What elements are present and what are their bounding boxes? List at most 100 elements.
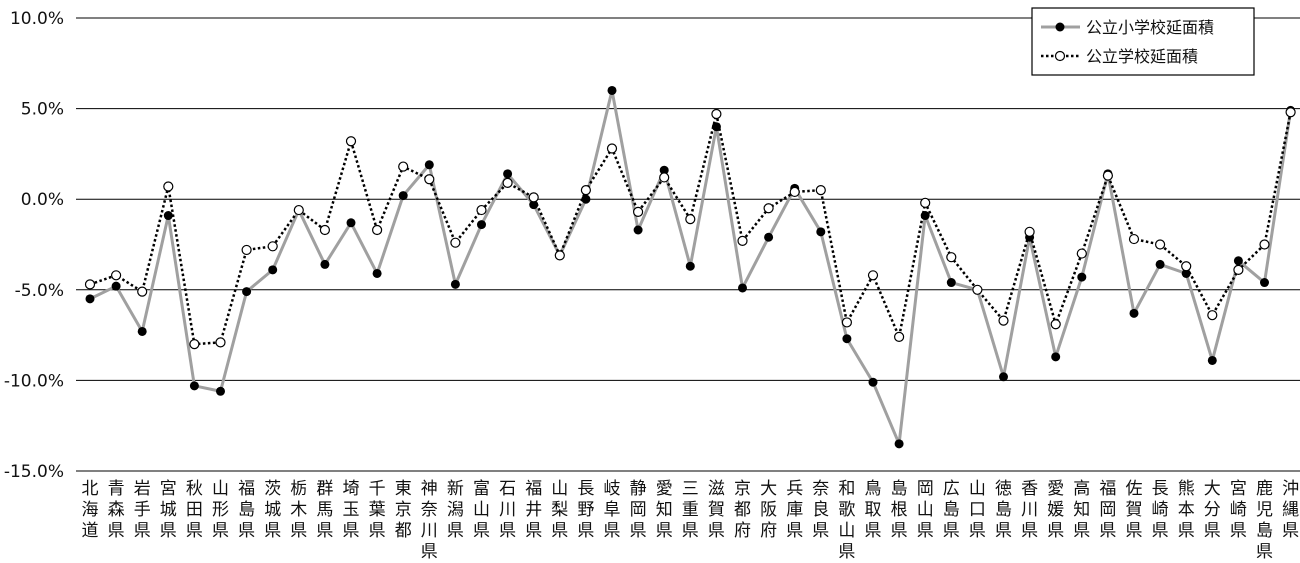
series-2-point xyxy=(867,270,879,281)
x-tick-label: 徳島県 xyxy=(995,479,1012,541)
legend-box xyxy=(1031,7,1255,76)
series-1-point xyxy=(1207,355,1217,365)
series-2-point xyxy=(1233,264,1244,275)
series-1-point xyxy=(503,169,513,179)
x-tick-label: 長崎県 xyxy=(1152,479,1169,541)
series-1-point xyxy=(1181,268,1191,278)
x-tick-label: 秋田県 xyxy=(186,479,203,541)
x-tick-label: 山梨県 xyxy=(551,479,568,541)
series-1-point xyxy=(946,278,956,288)
series-2-point xyxy=(84,279,96,290)
x-tick-label: 兵庫県 xyxy=(786,479,803,541)
legend-swatch-series-2-marker xyxy=(1054,50,1066,62)
x-tick-label: 北海道 xyxy=(82,479,99,541)
series-2-point xyxy=(920,197,931,208)
legend-swatch-series-1-marker xyxy=(1055,22,1065,32)
x-tick-label: 滋賀県 xyxy=(708,479,725,541)
series-2-point xyxy=(711,108,722,120)
series-1-point xyxy=(1233,256,1243,266)
x-tick-label: 長野県 xyxy=(577,479,594,541)
x-axis-labels: 北海道青森県岩手県宮城県秋田県山形県福島県茨城県栃木県群馬県埼玉県千葉県東京都神… xyxy=(82,479,1300,562)
x-tick-label: 沖縄県 xyxy=(1282,479,1299,541)
x-tick-label: 茨城県 xyxy=(264,479,281,541)
series-1-point xyxy=(111,281,121,291)
series-2-point xyxy=(189,339,200,350)
series-layer xyxy=(84,85,1296,449)
series-2-point xyxy=(841,317,853,328)
series-line-2 xyxy=(89,111,1292,346)
series-2-point xyxy=(372,224,383,236)
series-2-point xyxy=(502,177,513,188)
y-tick-label: -10.0% xyxy=(4,371,64,391)
x-tick-label: 宮崎県 xyxy=(1230,479,1247,541)
x-tick-label: 熊本県 xyxy=(1178,479,1195,541)
series-2-point xyxy=(319,224,330,236)
series-1-point xyxy=(711,122,721,132)
series-2-point xyxy=(215,337,226,348)
x-tick-label: 埼玉県 xyxy=(343,479,360,541)
series-1-point xyxy=(685,261,695,271)
x-tick-label: 大分県 xyxy=(1204,479,1221,541)
series-2-point xyxy=(1076,248,1087,259)
series-2-point xyxy=(424,174,435,185)
series-1-point xyxy=(816,227,826,237)
series-2-point xyxy=(1181,261,1192,272)
series-2-point xyxy=(946,252,957,263)
x-tick-label: 岡山県 xyxy=(917,479,934,541)
x-tick-label: 静岡県 xyxy=(630,479,647,541)
y-axis-ticks: 10.0% 5.0% 0.0% -5.0% -10.0% -15.0% xyxy=(4,9,64,482)
series-1-point xyxy=(1129,308,1139,318)
series-1-point xyxy=(477,220,486,230)
x-tick-label: 宮城県 xyxy=(160,479,177,541)
x-tick-label: 島根県 xyxy=(891,479,908,541)
series-1-point xyxy=(242,287,252,297)
x-tick-label: 神奈川県 xyxy=(421,479,438,562)
x-tick-label: 佐賀県 xyxy=(1126,479,1143,541)
series-2-point xyxy=(893,331,905,343)
series-1-point xyxy=(450,279,460,289)
legend-label-series-1: 公立小学校延面積 xyxy=(1086,18,1214,37)
x-tick-label: 福岡県 xyxy=(1099,479,1116,541)
x-tick-label: 奈良県 xyxy=(812,479,829,541)
y-tick-label: 10.0% xyxy=(10,9,64,29)
x-tick-label: 富山県 xyxy=(473,479,490,541)
series-1-point xyxy=(372,268,382,278)
legend: 公立小学校延面積 公立学校延面積 xyxy=(1031,7,1255,76)
series-1-point xyxy=(189,381,199,391)
series-1-point xyxy=(607,85,617,95)
x-tick-label: 山口県 xyxy=(969,479,986,541)
series-2-point xyxy=(632,206,644,217)
x-tick-label: 群馬県 xyxy=(316,479,333,541)
series-2-point xyxy=(1207,310,1218,321)
x-tick-label: 石川県 xyxy=(499,479,516,541)
series-1-point xyxy=(1260,278,1269,288)
x-tick-label: 和歌山県 xyxy=(838,479,855,562)
x-tick-label: 岐阜県 xyxy=(604,479,621,541)
series-1-point xyxy=(999,372,1008,382)
series-2-point xyxy=(685,214,696,225)
x-tick-label: 広島県 xyxy=(943,479,960,541)
series-1-point xyxy=(1155,259,1165,269)
series-2-point xyxy=(137,286,148,297)
legend-label-series-2: 公立学校延面積 xyxy=(1086,47,1198,66)
x-tick-label: 青森県 xyxy=(108,479,125,541)
series-2-point xyxy=(345,136,357,147)
series-1-point xyxy=(633,225,643,235)
series-2-point xyxy=(1128,233,1140,245)
series-1-point xyxy=(268,265,278,275)
x-tick-label: 愛知県 xyxy=(656,479,673,541)
x-tick-label: 新潟県 xyxy=(447,479,464,541)
x-tick-label: 千葉県 xyxy=(369,479,386,541)
y-tick-label: -15.0% xyxy=(4,462,64,482)
series-1-point xyxy=(1051,352,1061,362)
x-tick-label: 三重県 xyxy=(682,479,699,541)
series-1-point xyxy=(581,194,591,204)
series-2-point xyxy=(1102,170,1114,181)
series-2-point xyxy=(1024,226,1035,237)
series-2-point xyxy=(998,315,1009,326)
series-2-point xyxy=(450,237,461,248)
series-2-point xyxy=(606,143,618,154)
series-1-point xyxy=(529,200,539,210)
series-2-point xyxy=(1050,319,1061,330)
